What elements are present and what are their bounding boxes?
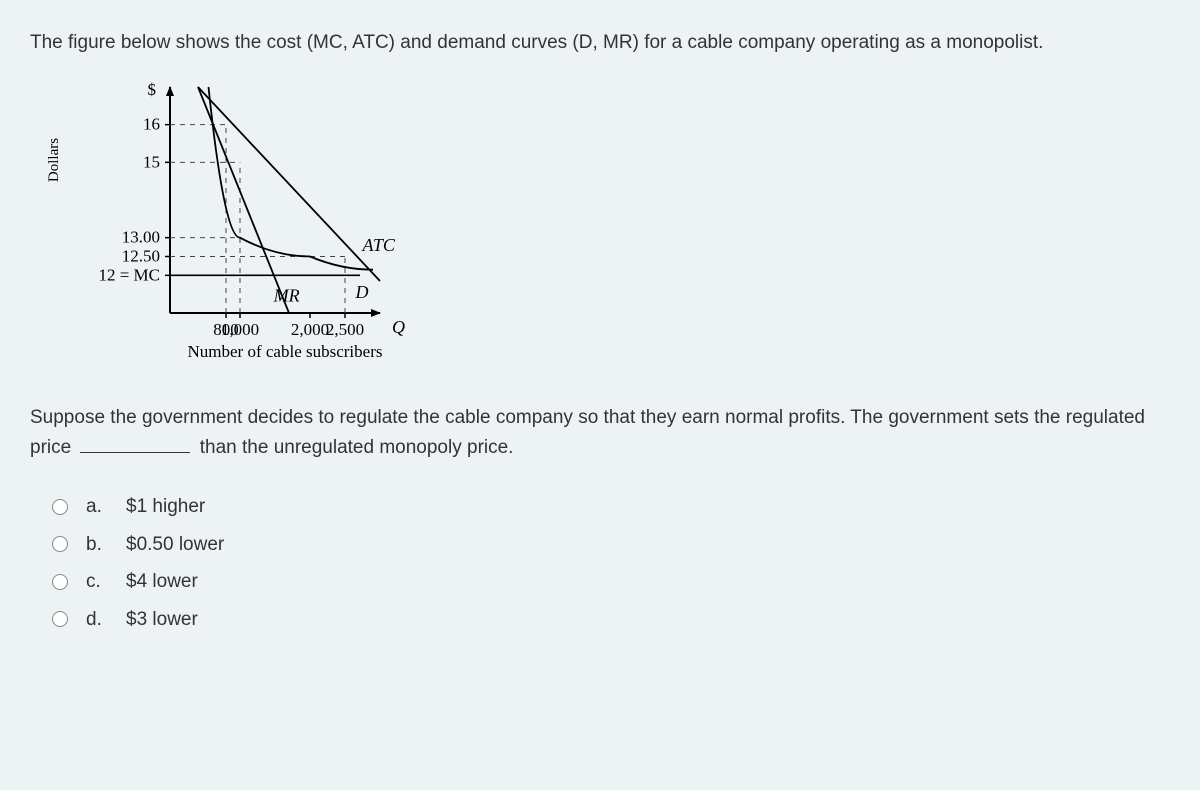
svg-text:D: D [355,282,369,302]
svg-text:13.00: 13.00 [122,228,160,247]
radio-icon[interactable] [52,499,68,515]
svg-text:MR: MR [273,286,300,306]
question-container: The figure below shows the cost (MC, ATC… [0,0,1200,790]
svg-text:2,000: 2,000 [291,320,329,339]
option-letter: c. [86,567,108,596]
radio-icon[interactable] [52,611,68,627]
option-text: $4 lower [126,567,198,596]
option-row[interactable]: b. $0.50 lower [52,530,1170,559]
option-row[interactable]: d. $3 lower [52,605,1170,634]
svg-text:Dollars: Dollars [46,138,62,182]
svg-text:1,000: 1,000 [221,320,259,339]
options-list: a. $1 higher b. $0.50 lower c. $4 lower d. $3 l… [30,492,1170,634]
intro-text: The figure below shows the cost (MC, ATC… [30,28,1170,57]
blank-fill [80,434,190,453]
option-letter: d. [86,605,108,634]
option-row[interactable]: a. $1 higher [52,492,1170,521]
svg-text:12.50: 12.50 [122,247,160,266]
cost-demand-chart: $Q12 = MC12.5013.0015168001,0002,0002,50… [30,73,450,373]
svg-text:12 = MC: 12 = MC [98,266,160,285]
option-letter: b. [86,530,108,559]
option-text: $0.50 lower [126,530,224,559]
svg-text:$: $ [148,80,157,99]
followup-part-b: than the unregulated monopoly price. [194,437,513,458]
option-text: $1 higher [126,492,205,521]
svg-text:Number of cable subscribers: Number of cable subscribers [188,342,383,361]
option-row[interactable]: c. $4 lower [52,567,1170,596]
option-text: $3 lower [126,605,198,634]
radio-icon[interactable] [52,536,68,552]
radio-icon[interactable] [52,574,68,590]
followup-text: Suppose the government decides to regula… [30,403,1170,462]
svg-text:2,500: 2,500 [326,320,364,339]
figure-wrap: $Q12 = MC12.5013.0015168001,0002,0002,50… [30,73,1170,373]
option-letter: a. [86,492,108,521]
svg-text:ATC: ATC [362,235,396,255]
svg-text:Q: Q [392,317,405,337]
svg-text:15: 15 [143,153,160,172]
svg-text:16: 16 [143,115,160,134]
